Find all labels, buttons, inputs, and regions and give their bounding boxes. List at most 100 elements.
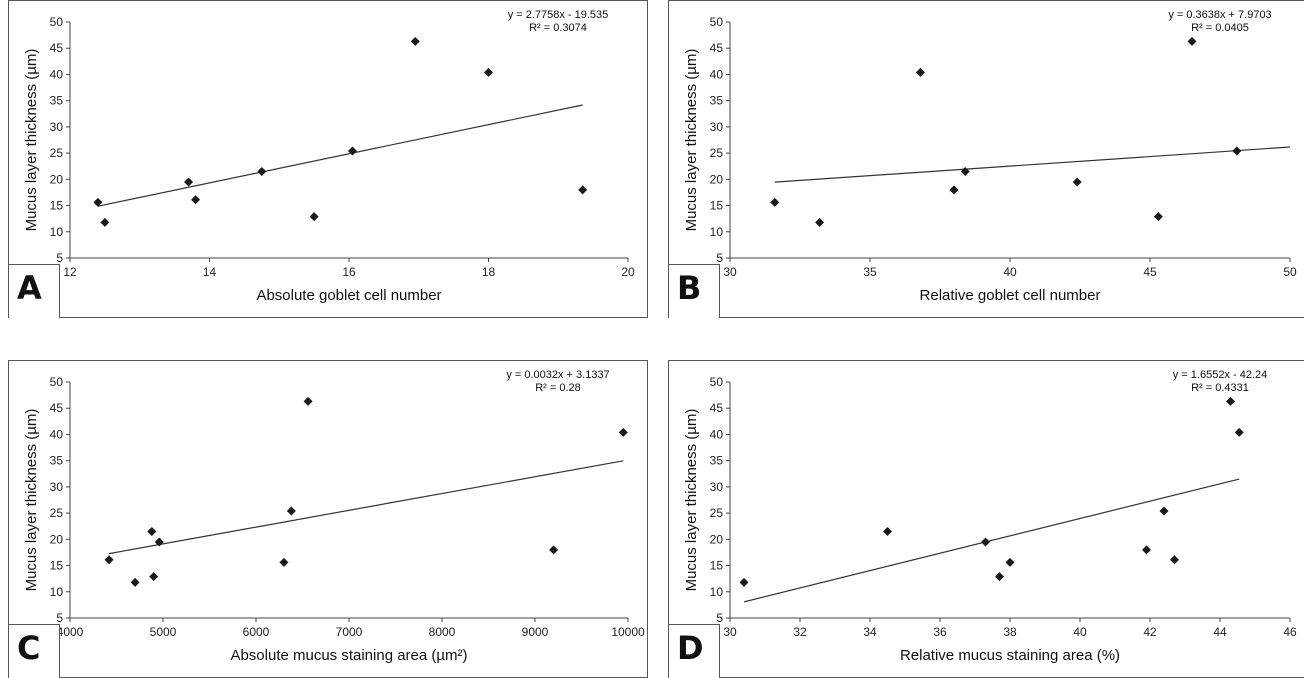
- panel-frame: [668, 0, 1304, 318]
- panel-letter: C: [17, 629, 41, 667]
- panel-letter: D: [677, 629, 704, 667]
- x-tick-label: 6000: [243, 625, 270, 639]
- data-point: [303, 396, 313, 406]
- data-point: [995, 572, 1004, 582]
- data-point: [618, 427, 628, 437]
- data-point: [1226, 396, 1235, 406]
- data-point: [578, 185, 588, 195]
- r-squared-label: R² = 0.28: [535, 382, 581, 394]
- data-point: [410, 36, 420, 46]
- y-tick-label: 5: [56, 611, 63, 625]
- y-tick-label: 25: [50, 146, 64, 160]
- data-point: [770, 197, 780, 207]
- data-point: [309, 212, 319, 222]
- x-tick-label: 14: [203, 265, 217, 279]
- y-tick-label: 15: [50, 559, 64, 573]
- panel-letter: B: [677, 269, 702, 307]
- data-point: [104, 555, 114, 565]
- trendline-equation: y = 0.0032x + 3.1337: [506, 369, 609, 381]
- y-tick-label: 45: [50, 401, 64, 415]
- x-tick-label: 12: [63, 265, 77, 279]
- x-tick-label: 42: [1143, 625, 1157, 639]
- trendline-equation: y = 0.3638x + 7.9703: [1168, 9, 1271, 21]
- scatter-panel-a: 5 10 15 20 25 30 35 40 45 50 12 14 16 18 20 Mucus layer…: [8, 0, 648, 318]
- x-tick-label: 35: [863, 265, 877, 279]
- x-tick-label: 46: [1283, 625, 1297, 639]
- y-axis-label: Mucus layer thickness (µm): [23, 49, 40, 232]
- y-tick-label: 40: [710, 67, 724, 81]
- data-point: [1153, 212, 1163, 222]
- x-tick-label: 30: [723, 625, 737, 639]
- data-point: [1142, 545, 1151, 555]
- data-point: [915, 67, 925, 77]
- data-point: [981, 537, 990, 547]
- data-point: [147, 526, 157, 536]
- data-point: [1232, 146, 1242, 156]
- x-tick-label: 9000: [522, 625, 549, 639]
- y-tick-label: 15: [710, 199, 724, 213]
- scatter-chart-d: 5 10 15 20 25 30 35 40 45 50 30 32 34 36 38 40 42 44 46 Muc…: [683, 369, 1297, 664]
- data-point: [883, 526, 892, 536]
- scatter-panel-b: 5 10 15 20 25 30 35 40 45 50 30 35 40 45 50 Mucus layer…: [668, 0, 1304, 318]
- data-point: [154, 537, 164, 547]
- y-tick-label: 10: [50, 225, 64, 239]
- y-tick-label: 20: [50, 532, 64, 546]
- x-tick-label: 7000: [336, 625, 363, 639]
- scatter-chart-b: 5 10 15 20 25 30 35 40 45 50 30 35 40 45 50 Mucus layer…: [683, 9, 1297, 304]
- data-point: [191, 195, 201, 205]
- y-tick-label: 45: [710, 401, 724, 415]
- data-point: [286, 506, 296, 516]
- panel-letter-box: D: [668, 624, 720, 678]
- x-tick-label: 44: [1213, 625, 1227, 639]
- y-tick-label: 20: [710, 172, 724, 186]
- y-tick-label: 40: [50, 67, 64, 81]
- data-point: [347, 146, 357, 156]
- data-point: [257, 166, 267, 176]
- x-tick-label: 36: [933, 625, 947, 639]
- y-tick-label: 25: [50, 506, 64, 520]
- x-tick-label: 5000: [150, 625, 177, 639]
- trendline: [774, 146, 1291, 183]
- trendline: [108, 460, 624, 555]
- y-tick-label: 45: [50, 41, 64, 55]
- trendline: [97, 104, 583, 207]
- data-point: [949, 185, 959, 195]
- data-point: [100, 217, 110, 227]
- x-axis-label: Absolute goblet cell number: [256, 287, 441, 304]
- y-tick-label: 50: [710, 15, 724, 29]
- x-axis-label: Relative goblet cell number: [920, 287, 1101, 304]
- y-tick-label: 15: [710, 559, 724, 573]
- x-tick-label: 16: [342, 265, 356, 279]
- y-tick-label: 35: [50, 94, 64, 108]
- x-tick-label: 4000: [57, 625, 84, 639]
- y-tick-label: 35: [710, 94, 724, 108]
- data-point: [279, 557, 289, 567]
- data-point: [184, 177, 194, 187]
- y-tick-label: 30: [50, 120, 64, 134]
- data-point: [1170, 555, 1179, 565]
- scatter-panel-d: 5 10 15 20 25 30 35 40 45 50 30 32 34 36 38 40 42 44 46 Muc…: [668, 360, 1304, 678]
- r-squared-label: R² = 0.3074: [529, 22, 587, 34]
- data-point: [1005, 557, 1015, 567]
- y-tick-label: 10: [710, 585, 724, 599]
- x-tick-label: 20: [621, 265, 635, 279]
- panel-letter-box: C: [8, 624, 60, 678]
- x-tick-label: 32: [793, 625, 807, 639]
- scatter-panel-c: 5 10 15 20 25 30 35 40 45 50 4000 5000 6000 7000 8000 9…: [8, 360, 648, 678]
- x-axis-label: Relative mucus staining area (%): [900, 647, 1120, 664]
- x-tick-label: 40: [1003, 265, 1017, 279]
- y-tick-label: 35: [50, 454, 64, 468]
- data-point: [960, 166, 970, 176]
- data-point: [484, 67, 493, 77]
- y-tick-label: 25: [710, 506, 724, 520]
- x-tick-label: 34: [863, 625, 877, 639]
- r-squared-label: R² = 0.4331: [1191, 382, 1249, 394]
- y-tick-label: 35: [710, 454, 724, 468]
- y-tick-label: 45: [710, 41, 724, 55]
- r-squared-label: R² = 0.0405: [1191, 22, 1249, 34]
- scatter-chart-a: 5 10 15 20 25 30 35 40 45 50 12 14 16 18 20 Mucus layer…: [23, 9, 635, 304]
- data-point: [130, 577, 140, 587]
- x-tick-label: 18: [482, 265, 496, 279]
- y-tick-label: 25: [710, 146, 724, 160]
- trendline-equation: y = 1.6552x - 42.24: [1173, 369, 1267, 381]
